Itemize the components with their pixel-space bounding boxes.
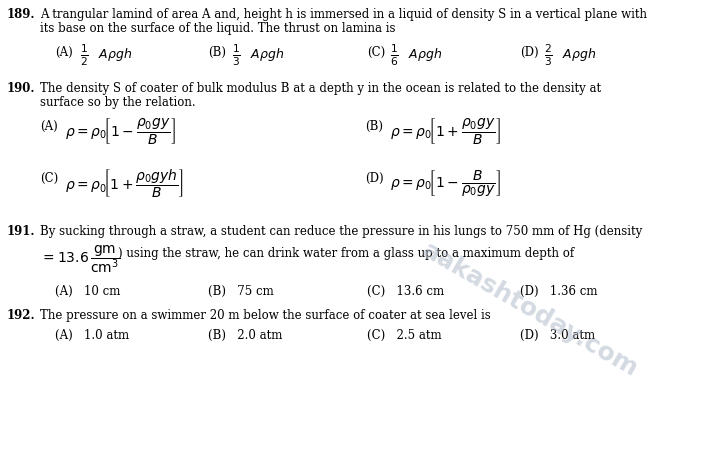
Text: (B): (B) <box>365 120 383 133</box>
Text: (D): (D) <box>520 46 539 59</box>
Text: surface so by the relation.: surface so by the relation. <box>40 96 196 109</box>
Text: aakashtoday.com: aakashtoday.com <box>418 238 642 382</box>
Text: $\rho = \rho_0\!\left[1 - \dfrac{B}{\rho_0 gy}\right]$: $\rho = \rho_0\!\left[1 - \dfrac{B}{\rho… <box>390 168 501 198</box>
Text: $\frac{1}{3}$: $\frac{1}{3}$ <box>232 42 241 68</box>
Text: (C): (C) <box>40 172 59 185</box>
Text: (D)   1.36 cm: (D) 1.36 cm <box>520 285 597 298</box>
Text: (B): (B) <box>208 46 226 59</box>
Text: its base on the surface of the liquid. The thrust on lamina is: its base on the surface of the liquid. T… <box>40 22 395 35</box>
Text: $A\rho gh$: $A\rho gh$ <box>250 46 284 63</box>
Text: By sucking through a straw, a student can reduce the pressure in his lungs to 75: By sucking through a straw, a student ca… <box>40 225 642 238</box>
Text: $\frac{1}{6}$: $\frac{1}{6}$ <box>390 42 399 68</box>
Text: (C): (C) <box>367 46 385 59</box>
Text: 190.: 190. <box>7 82 35 95</box>
Text: 191.: 191. <box>7 225 35 238</box>
Text: ) using the straw, he can drink water from a glass up to a maximum depth of: ) using the straw, he can drink water fr… <box>118 247 574 260</box>
Text: 189.: 189. <box>7 8 35 21</box>
Text: $A\rho gh$: $A\rho gh$ <box>98 46 132 63</box>
Text: $\frac{2}{3}$: $\frac{2}{3}$ <box>544 42 553 68</box>
Text: $A\rho gh$: $A\rho gh$ <box>408 46 442 63</box>
Text: (A): (A) <box>40 120 58 133</box>
Text: The density S of coater of bulk modulus B at a depth y in the ocean is related t: The density S of coater of bulk modulus … <box>40 82 601 95</box>
Text: $\frac{1}{2}$: $\frac{1}{2}$ <box>80 42 89 68</box>
Text: 192.: 192. <box>7 309 35 322</box>
Text: $A\rho gh$: $A\rho gh$ <box>562 46 596 63</box>
Text: (B)   75 cm: (B) 75 cm <box>208 285 274 298</box>
Text: (C)   2.5 atm: (C) 2.5 atm <box>367 329 442 342</box>
Text: (C)   13.6 cm: (C) 13.6 cm <box>367 285 444 298</box>
Text: (A)   1.0 atm: (A) 1.0 atm <box>55 329 129 342</box>
Text: $\rho = \rho_0\!\left[1 + \dfrac{\rho_0 gy}{B}\right]$: $\rho = \rho_0\!\left[1 + \dfrac{\rho_0 … <box>390 116 501 146</box>
Text: (A)   10 cm: (A) 10 cm <box>55 285 120 298</box>
Text: (A): (A) <box>55 46 73 59</box>
Text: $= 13.6\,\dfrac{\mathrm{gm}}{\mathrm{cm}^3}$: $= 13.6\,\dfrac{\mathrm{gm}}{\mathrm{cm}… <box>40 243 120 275</box>
Text: The pressure on a swimmer 20 m below the surface of coater at sea level is: The pressure on a swimmer 20 m below the… <box>40 309 491 322</box>
Text: (B)   2.0 atm: (B) 2.0 atm <box>208 329 283 342</box>
Text: (D)   3.0 atm: (D) 3.0 atm <box>520 329 595 342</box>
Text: $\rho = \rho_0\!\left[1 + \dfrac{\rho_0 gyh}{B}\right]$: $\rho = \rho_0\!\left[1 + \dfrac{\rho_0 … <box>65 168 184 200</box>
Text: (D): (D) <box>365 172 384 185</box>
Text: A trangular lamind of area A and, height h is immersed in a liquid of density S : A trangular lamind of area A and, height… <box>40 8 647 21</box>
Text: $\rho = \rho_0\!\left[1 - \dfrac{\rho_0 gy}{B}\right]$: $\rho = \rho_0\!\left[1 - \dfrac{\rho_0 … <box>65 116 176 146</box>
